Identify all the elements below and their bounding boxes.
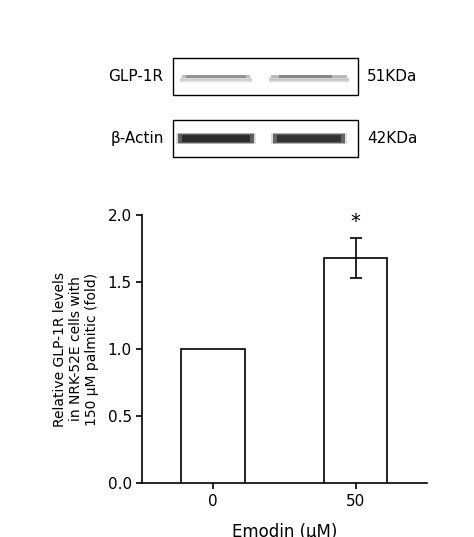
Text: *: * <box>351 212 360 231</box>
Bar <box>269 79 349 81</box>
Bar <box>180 77 252 78</box>
Bar <box>273 135 345 136</box>
Bar <box>180 81 252 82</box>
Bar <box>273 134 345 143</box>
Bar <box>180 78 252 79</box>
Bar <box>269 80 349 81</box>
Bar <box>269 82 349 83</box>
Bar <box>180 79 252 81</box>
Bar <box>180 82 252 83</box>
Bar <box>269 79 349 81</box>
Text: 42KDa: 42KDa <box>367 131 418 146</box>
Bar <box>269 81 349 82</box>
Bar <box>273 142 345 143</box>
Bar <box>178 135 254 136</box>
Bar <box>269 77 349 78</box>
Text: β-Actin: β-Actin <box>110 131 164 146</box>
Bar <box>186 75 246 78</box>
Bar <box>273 133 345 134</box>
Bar <box>269 78 349 79</box>
Bar <box>269 78 349 79</box>
Bar <box>277 135 341 142</box>
Bar <box>180 78 252 79</box>
Bar <box>269 82 349 83</box>
FancyBboxPatch shape <box>173 120 358 157</box>
Bar <box>181 349 245 483</box>
Bar <box>269 81 349 82</box>
Bar <box>273 141 345 142</box>
Bar <box>178 134 254 135</box>
Bar <box>269 77 349 78</box>
Bar <box>178 134 254 143</box>
Bar <box>180 77 252 78</box>
Bar <box>271 133 347 144</box>
Bar <box>182 75 250 78</box>
Bar <box>176 133 256 144</box>
Bar <box>271 75 347 78</box>
Bar <box>269 81 349 82</box>
X-axis label: Emodin (μM): Emodin (μM) <box>232 523 337 537</box>
Text: 51KDa: 51KDa <box>367 69 418 84</box>
Bar <box>273 143 345 144</box>
Bar <box>180 79 252 81</box>
Bar <box>323 258 387 483</box>
Text: GLP-1R: GLP-1R <box>109 69 164 84</box>
Bar <box>269 78 349 79</box>
FancyBboxPatch shape <box>173 59 358 95</box>
Bar <box>180 80 252 81</box>
Bar <box>180 82 252 83</box>
Bar <box>178 133 254 134</box>
Bar <box>273 134 345 135</box>
Bar <box>180 77 252 78</box>
Bar <box>269 80 349 81</box>
Bar <box>180 78 252 79</box>
Bar <box>180 79 252 80</box>
Bar <box>178 142 254 143</box>
Bar <box>269 77 349 78</box>
Bar <box>180 81 252 82</box>
Bar <box>279 75 332 78</box>
Bar <box>178 141 254 142</box>
Bar <box>180 80 252 81</box>
Bar <box>182 135 250 142</box>
Bar <box>273 142 345 143</box>
Y-axis label: Relative GLP-1R levels
in NRK-52E cells with
150 μM palmitic (fold): Relative GLP-1R levels in NRK-52E cells … <box>53 272 100 426</box>
Bar <box>269 79 349 80</box>
Bar <box>180 81 252 82</box>
Bar <box>178 143 254 144</box>
Bar <box>178 142 254 143</box>
